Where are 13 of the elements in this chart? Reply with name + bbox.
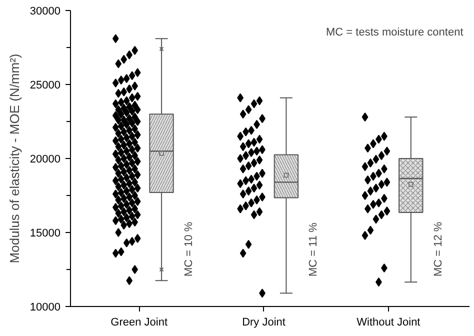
- y-tick-label: 20000: [30, 154, 61, 166]
- y-tick-label: 25000: [30, 80, 61, 92]
- x-tick-label: Green Joint: [110, 316, 168, 328]
- x-tick-label: Without Joint: [356, 316, 420, 328]
- annotation: MC = tests moisture content: [326, 26, 464, 38]
- y-tick-label: 15000: [30, 228, 61, 240]
- y-tick-label: 30000: [30, 6, 61, 18]
- annotation: MC = 10 %: [182, 222, 195, 276]
- annotation: MC = 12 %: [432, 222, 444, 276]
- y-tick-label: 10000: [30, 302, 61, 314]
- x-tick-label: Dry Joint: [242, 316, 286, 328]
- y-axis-title: Modulus of elasticity - MOE (N/mm²): [6, 54, 22, 264]
- annotation: MC = 11 %: [308, 222, 320, 276]
